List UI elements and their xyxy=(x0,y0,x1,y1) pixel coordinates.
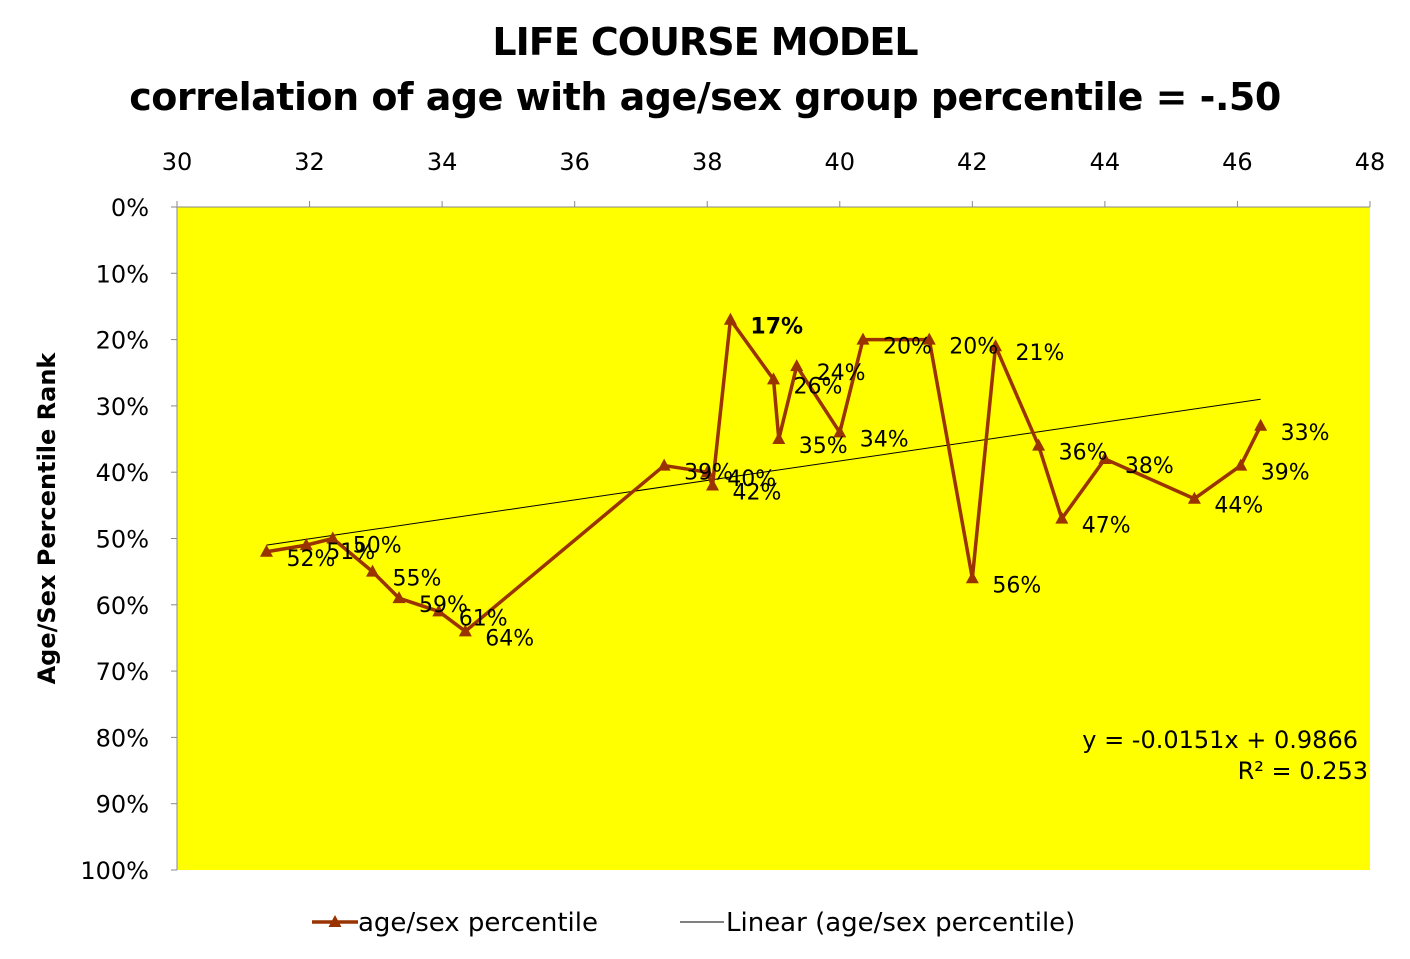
data-point xyxy=(790,359,804,372)
data-label: 39% xyxy=(1261,461,1310,486)
data-point xyxy=(1055,511,1069,524)
data-point xyxy=(299,538,313,551)
data-point xyxy=(432,604,446,617)
y-tick-label: 90% xyxy=(96,791,149,819)
y-tick-label: 40% xyxy=(96,459,149,487)
data-label: 21% xyxy=(1016,341,1065,366)
data-point xyxy=(856,332,870,345)
x-tick-label: 34 xyxy=(427,148,458,176)
trendline-r2: R² = 0.253 xyxy=(1238,757,1368,785)
data-point xyxy=(1032,438,1046,451)
data-labels-group: 52%51%50%55%59%61%64%39%40%42%17%26%35%2… xyxy=(286,315,1329,652)
data-point xyxy=(1234,458,1248,471)
data-label: 55% xyxy=(393,567,442,592)
data-point xyxy=(657,458,671,471)
x-tick-label: 30 xyxy=(162,148,193,176)
data-label: 34% xyxy=(860,427,909,452)
y-tick-label: 30% xyxy=(96,393,149,421)
trendline xyxy=(266,398,1261,546)
data-label: 61% xyxy=(459,606,508,631)
y-tick-label: 10% xyxy=(96,260,149,288)
data-label: 52% xyxy=(286,547,335,572)
data-point xyxy=(989,339,1003,352)
data-point xyxy=(1254,418,1268,431)
y-tick-label: 50% xyxy=(96,526,149,554)
data-point xyxy=(700,465,714,478)
series-group xyxy=(259,312,1268,637)
y-tick-label: 60% xyxy=(96,592,149,620)
data-point xyxy=(833,425,847,438)
y-axis-label: Age/Sex Percentile Rank xyxy=(33,352,61,685)
x-tick-label: 36 xyxy=(559,148,590,176)
data-point xyxy=(259,544,273,557)
trendline-group xyxy=(266,398,1261,546)
data-point xyxy=(772,432,786,445)
data-label: 36% xyxy=(1059,441,1108,466)
data-label: 42% xyxy=(733,480,782,505)
data-label: 56% xyxy=(992,573,1041,598)
x-tick-label: 48 xyxy=(1355,148,1386,176)
x-tick-label: 32 xyxy=(294,148,325,176)
y-tick-label: 70% xyxy=(96,658,149,686)
legend-series-marker xyxy=(328,915,342,927)
data-point xyxy=(458,624,472,637)
data-point xyxy=(1098,451,1112,464)
data-point xyxy=(392,591,406,604)
x-tick-label: 40 xyxy=(825,148,856,176)
data-label: 24% xyxy=(817,361,866,386)
plot-area xyxy=(177,207,1370,870)
data-point xyxy=(767,372,780,385)
data-point xyxy=(366,564,380,577)
legend: age/sex percentile Linear (age/sex percen… xyxy=(312,908,1075,938)
data-label: 59% xyxy=(419,593,468,618)
data-label: 44% xyxy=(1214,494,1263,519)
data-label: 50% xyxy=(353,534,402,559)
data-point xyxy=(922,332,936,345)
chart-title-line2: correlation of age with age/sex group pe… xyxy=(129,75,1281,119)
data-point xyxy=(1187,491,1201,504)
data-point xyxy=(326,531,340,544)
y-tick-label: 0% xyxy=(111,194,149,222)
data-point xyxy=(965,571,979,584)
chart-title-line1: LIFE COURSE MODEL xyxy=(492,20,918,64)
data-label: 17% xyxy=(750,315,803,340)
data-label: 20% xyxy=(883,335,932,360)
data-point xyxy=(723,312,737,325)
x-tick-label: 44 xyxy=(1090,148,1121,176)
legend-series-label: age/sex percentile xyxy=(358,908,598,938)
x-tick-label: 42 xyxy=(957,148,988,176)
data-label: 39% xyxy=(684,461,733,486)
data-label: 47% xyxy=(1082,514,1131,539)
data-label: 20% xyxy=(949,335,998,360)
y-tick-label: 100% xyxy=(80,857,149,885)
data-label: 33% xyxy=(1281,421,1330,446)
data-label: 64% xyxy=(485,626,534,651)
y-tick-label: 80% xyxy=(96,724,149,752)
x-tick-label: 46 xyxy=(1222,148,1253,176)
y-axis: 0% 10% 20% 30% 40% 50% 60% 70% 80% 90% 100% xyxy=(80,194,178,885)
y-tick-label: 20% xyxy=(96,327,149,355)
data-label: 51% xyxy=(326,540,375,565)
data-label: 26% xyxy=(794,374,843,399)
data-point xyxy=(706,478,720,491)
data-label: 35% xyxy=(799,434,848,459)
x-tick-label: 38 xyxy=(692,148,723,176)
trendline-equation: y = -0.0151x + 0.9866 xyxy=(1082,726,1358,754)
legend-trendline-label: Linear (age/sex percentile) xyxy=(726,908,1075,938)
data-label: 40% xyxy=(727,467,776,492)
data-label: 38% xyxy=(1125,454,1174,479)
x-axis: 30 32 34 36 38 40 42 44 46 48 xyxy=(162,148,1386,208)
